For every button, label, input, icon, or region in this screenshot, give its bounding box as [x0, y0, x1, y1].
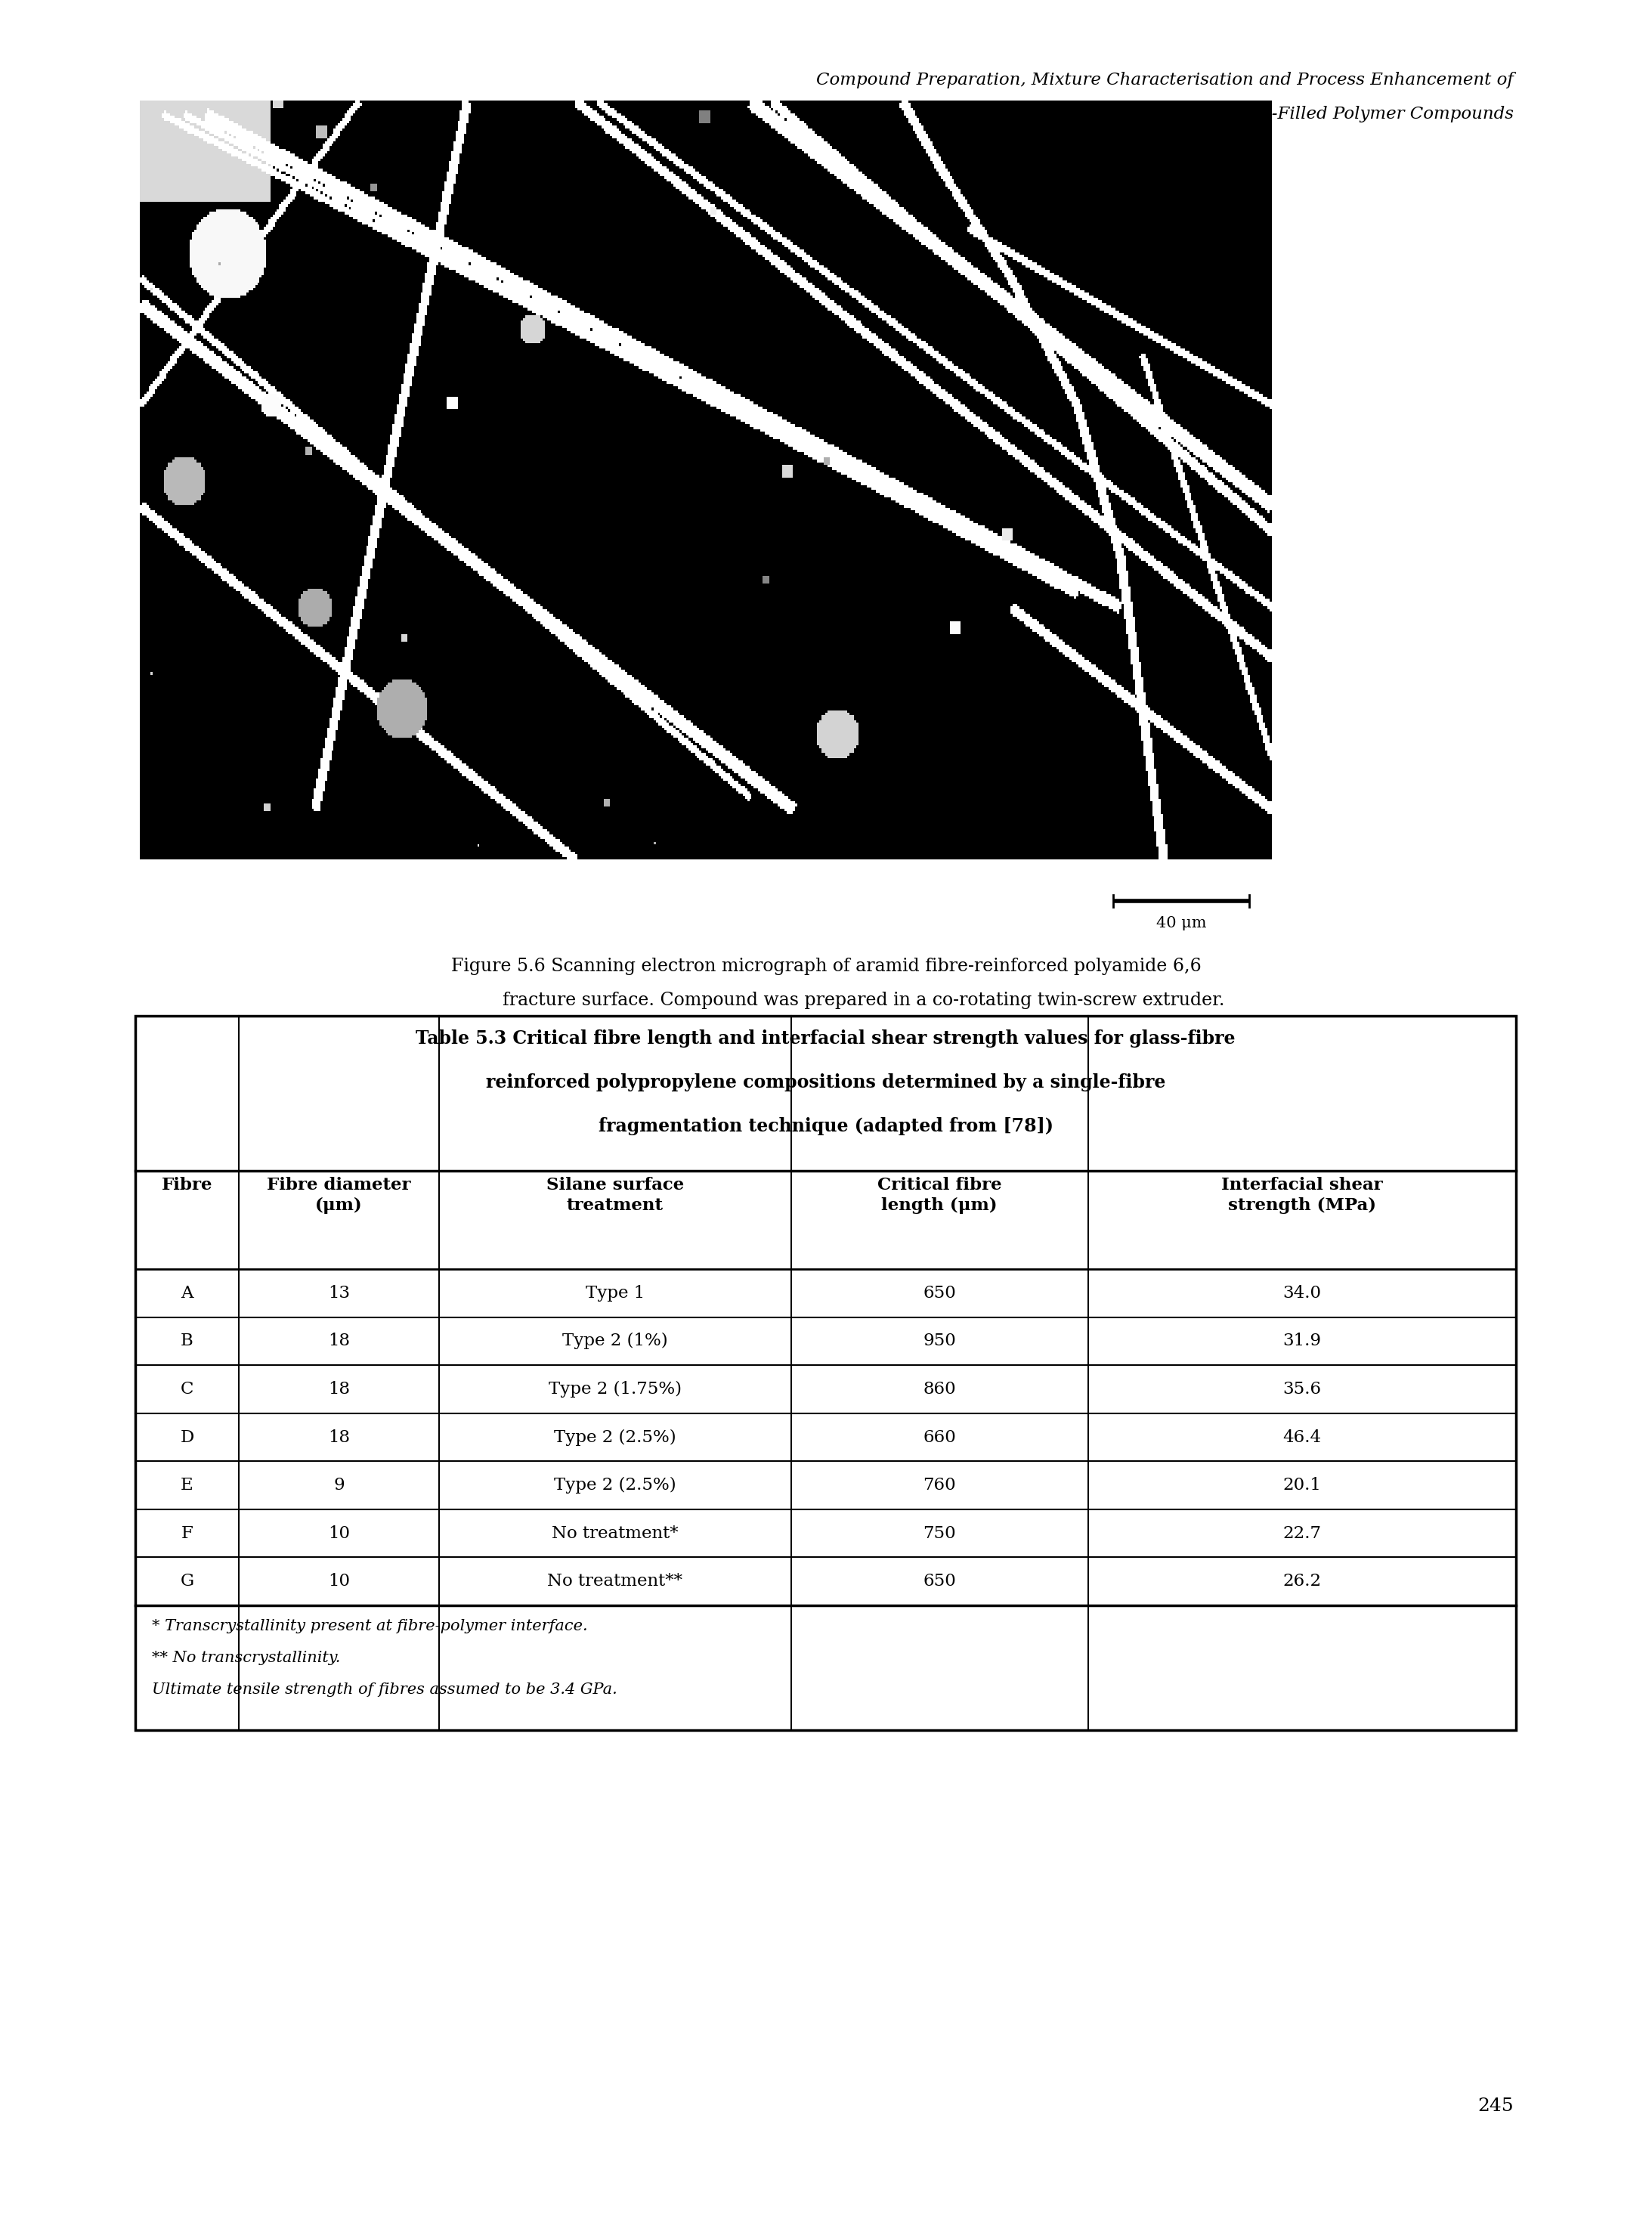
Text: F: F: [182, 1524, 193, 1542]
Text: Type 2 (1.75%): Type 2 (1.75%): [548, 1382, 682, 1397]
Text: 31.9: 31.9: [1282, 1333, 1322, 1350]
Text: 750: 750: [923, 1524, 957, 1542]
Text: No treatment*: No treatment*: [552, 1524, 679, 1542]
Text: fracture surface. Compound was prepared in a co-rotating twin-screw extruder.: fracture surface. Compound was prepared …: [502, 991, 1224, 1009]
Text: Interfacial shear
strength (MPa): Interfacial shear strength (MPa): [1221, 1176, 1383, 1214]
Text: Type 2 (2.5%): Type 2 (2.5%): [553, 1478, 676, 1493]
Text: Compound Preparation, Mixture Characterisation and Process Enhancement of: Compound Preparation, Mixture Characteri…: [816, 71, 1513, 89]
Text: C: C: [180, 1382, 193, 1397]
Text: 26.2: 26.2: [1282, 1574, 1322, 1589]
Bar: [135, 1016, 1517, 1730]
Text: Ultimate tensile strength of fibres assumed to be 3.4 GPa.: Ultimate tensile strength of fibres assu…: [152, 1683, 618, 1696]
Text: 35.6: 35.6: [1282, 1382, 1322, 1397]
Text: 20.1: 20.1: [1282, 1478, 1322, 1493]
Text: 650: 650: [923, 1286, 957, 1301]
Text: A: A: [180, 1286, 193, 1301]
Text: reinforced polypropylene compositions determined by a single-fibre: reinforced polypropylene compositions de…: [486, 1074, 1165, 1091]
Text: Type 2 (2.5%): Type 2 (2.5%): [553, 1428, 676, 1446]
Text: 660: 660: [923, 1428, 957, 1446]
Text: D: D: [180, 1428, 193, 1446]
Text: B: B: [180, 1333, 193, 1350]
Text: 860: 860: [923, 1382, 957, 1397]
Text: 650: 650: [923, 1574, 957, 1589]
Text: 10: 10: [329, 1524, 350, 1542]
Text: * Transcrystallinity present at fibre-polymer interface.: * Transcrystallinity present at fibre-po…: [152, 1618, 588, 1634]
Text: Type 2 (1%): Type 2 (1%): [562, 1333, 667, 1350]
Text: ** No transcrystallinity.: ** No transcrystallinity.: [152, 1652, 340, 1665]
Text: 18: 18: [329, 1428, 350, 1446]
Text: No treatment**: No treatment**: [547, 1574, 682, 1589]
Text: 950: 950: [923, 1333, 957, 1350]
Text: Table 5.3 Critical fibre length and interfacial shear strength values for glass-: Table 5.3 Critical fibre length and inte…: [416, 1029, 1236, 1047]
Text: 245: 245: [1477, 2098, 1513, 2116]
Text: Silane surface
treatment: Silane surface treatment: [547, 1176, 684, 1214]
Text: 22.7: 22.7: [1282, 1524, 1322, 1542]
Text: 10: 10: [329, 1574, 350, 1589]
Text: 9: 9: [334, 1478, 345, 1493]
Text: Fibre diameter
(μm): Fibre diameter (μm): [268, 1176, 411, 1214]
Text: 13: 13: [327, 1286, 350, 1301]
Text: 760: 760: [923, 1478, 957, 1493]
Text: G: G: [180, 1574, 193, 1589]
Text: 18: 18: [329, 1382, 350, 1397]
Text: Type 1: Type 1: [585, 1286, 644, 1301]
Text: fragmentation technique (adapted from [78]): fragmentation technique (adapted from [7…: [598, 1118, 1052, 1136]
Text: Particulate-Filled Polymer Compounds: Particulate-Filled Polymer Compounds: [1176, 105, 1513, 123]
Text: 34.0: 34.0: [1282, 1286, 1322, 1301]
Text: 46.4: 46.4: [1282, 1428, 1322, 1446]
Text: 18: 18: [329, 1333, 350, 1350]
Text: Figure 5.6 Scanning electron micrograph of aramid fibre-reinforced polyamide 6,6: Figure 5.6 Scanning electron micrograph …: [451, 958, 1201, 975]
Text: Critical fibre
length (μm): Critical fibre length (μm): [877, 1176, 1001, 1214]
Text: 40 μm: 40 μm: [1156, 915, 1206, 931]
Text: E: E: [180, 1478, 193, 1493]
Text: Fibre: Fibre: [162, 1176, 213, 1194]
